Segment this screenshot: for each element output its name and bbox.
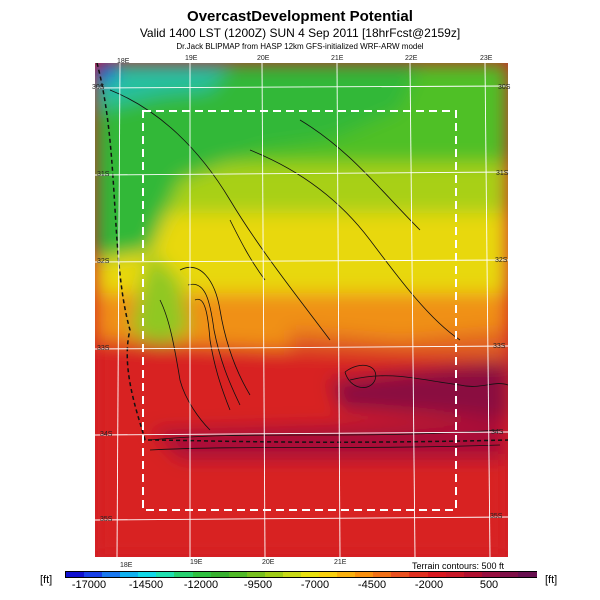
colorbar-segment — [463, 572, 483, 577]
colorbar — [65, 571, 537, 578]
lat-label-left: 32S — [97, 258, 110, 265]
colorbar-segment — [120, 572, 140, 577]
colorbar-segment — [102, 572, 122, 577]
colorbar-tick: -9500 — [243, 579, 273, 591]
graticule — [95, 63, 508, 557]
lat-label-left: 33S — [97, 345, 110, 352]
colorbar-segment — [517, 572, 537, 577]
lat-label-right: 32S — [495, 257, 508, 264]
colorbar-segment — [499, 572, 519, 577]
lon-label-bottom: 21E — [334, 559, 347, 566]
model-source-line: Dr.Jack BLIPMAP from HASP 12km GFS-initi… — [176, 42, 424, 51]
lon-label-top: 18E — [117, 58, 130, 65]
colorbar-segment — [210, 572, 230, 577]
colorbar-segment — [445, 572, 465, 577]
lat-label-right: 31S — [496, 170, 509, 177]
colorbar-segment — [373, 572, 393, 577]
colorbar-tick: -7000 — [300, 579, 330, 591]
lon-label-top: 21E — [331, 55, 344, 62]
lon-label-top: 20E — [257, 55, 270, 62]
colorbar-segment — [138, 572, 158, 577]
colorbar-segment — [481, 572, 501, 577]
colorbar-segment — [409, 572, 429, 577]
colorbar-tick: -12000 — [183, 579, 219, 591]
colorbar-segment — [264, 572, 284, 577]
colorbar-tick: -2000 — [414, 579, 444, 591]
lon-label-bottom: 19E — [190, 559, 203, 566]
lat-label-left: 34S — [100, 431, 113, 438]
lat-label-right: 35S — [490, 513, 503, 520]
lon-label-top: 22E — [405, 55, 418, 62]
terrain-contours-note: Terrain contours: 500 ft — [412, 561, 505, 571]
lon-label-bottom: 18E — [120, 562, 133, 569]
lon-label-top: 23E — [480, 55, 493, 62]
colorbar-tick: -14500 — [128, 579, 164, 591]
colorbar-segment — [66, 572, 86, 577]
lat-label-left: 35S — [100, 516, 113, 523]
colorbar-segment — [301, 572, 321, 577]
colorbar-segment — [391, 572, 411, 577]
colorbar-segment — [156, 572, 176, 577]
colorbar-tick: 500 — [479, 579, 499, 591]
colorbar-segment — [228, 572, 248, 577]
map-field — [95, 63, 508, 557]
colorbar-segment — [282, 572, 302, 577]
colorbar-unit-right: [ft] — [545, 574, 558, 586]
colorbar-segment — [427, 572, 447, 577]
colorbar-tick: -4500 — [357, 579, 387, 591]
lon-label-bottom: 20E — [262, 559, 275, 566]
colorbar-tick: -17000 — [71, 579, 107, 591]
colorbar-segment — [355, 572, 375, 577]
colorbar-segment — [84, 572, 104, 577]
chart-title: OvercastDevelopment Potential — [187, 8, 413, 25]
colorbar-segment — [246, 572, 266, 577]
lat-label-left: 31S — [97, 171, 110, 178]
colorbar-unit-left: [ft] — [40, 574, 53, 586]
colorbar-segment — [337, 572, 357, 577]
lon-label-top: 19E — [185, 55, 198, 62]
lat-label-right: 33S — [493, 343, 506, 350]
domain-boundary — [142, 110, 457, 511]
colorbar-segment — [319, 572, 339, 577]
colorbar-segment — [174, 572, 194, 577]
valid-time-subtitle: Valid 1400 LST (1200Z) SUN 4 Sep 2011 [1… — [139, 26, 461, 40]
lat-label-right: 30S — [498, 84, 511, 91]
lat-label-left: 30S — [92, 84, 105, 91]
lat-label-right: 34S — [491, 429, 504, 436]
colorbar-segment — [192, 572, 212, 577]
